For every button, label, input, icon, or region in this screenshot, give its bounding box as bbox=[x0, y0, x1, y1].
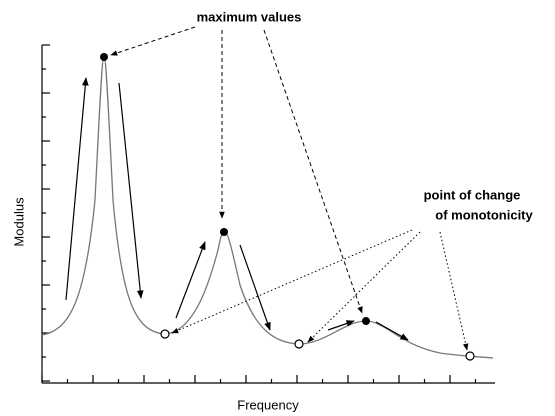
y-axis-label: Modulus bbox=[11, 197, 26, 247]
curve bbox=[41, 56, 494, 359]
max-label: maximum values bbox=[197, 9, 302, 24]
max-pointers bbox=[110, 26, 363, 314]
change-points bbox=[160, 329, 475, 361]
axes bbox=[41, 44, 495, 384]
x-axis-label: Frequency bbox=[237, 397, 299, 412]
change-label: of monotonicity bbox=[435, 207, 533, 222]
change-label: point of change bbox=[424, 187, 521, 202]
change-pointers bbox=[171, 229, 469, 351]
trend-arrows bbox=[65, 77, 409, 341]
max-points bbox=[100, 53, 370, 325]
